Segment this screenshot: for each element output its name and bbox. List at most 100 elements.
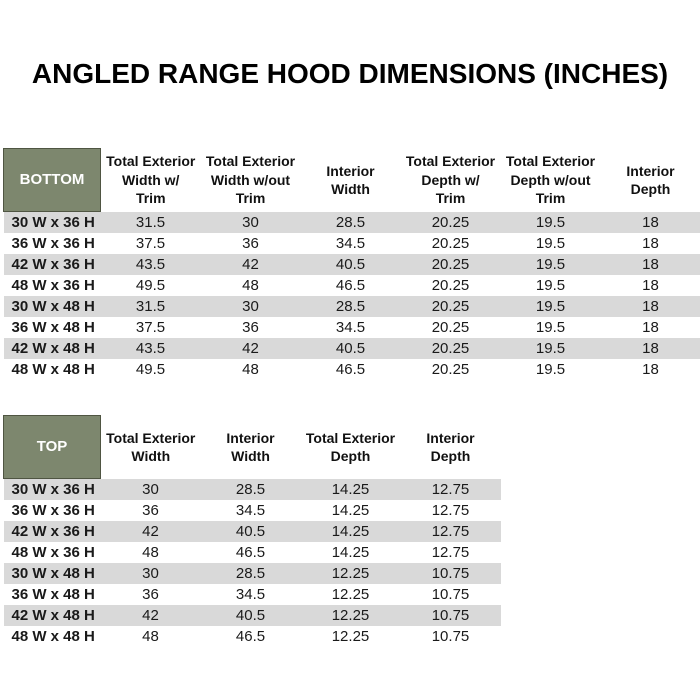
dimension-value: 31.5 bbox=[135, 213, 166, 231]
dimension-value: 46.5 bbox=[235, 628, 266, 645]
dimension-value: 34.5 bbox=[335, 319, 366, 336]
row-size-label: 30 W x 36 H bbox=[11, 214, 95, 231]
dimension-value: 18 bbox=[642, 277, 659, 294]
dimension-value: 10.75 bbox=[431, 565, 470, 582]
table-row: 36 W x 36 H 37.5 36 34.5 20.25 19.5 18 bbox=[4, 233, 700, 254]
dimension-value: 14.25 bbox=[331, 480, 370, 498]
table-row: 48 W x 48 H 48 46.5 12.25 10.75 bbox=[4, 626, 501, 647]
table-row: 42 W x 36 H 42 40.5 14.25 12.75 bbox=[3, 521, 501, 542]
dimension-value: 19.5 bbox=[535, 319, 566, 336]
dimension-value: 19.5 bbox=[535, 277, 566, 294]
dimension-value: 19.5 bbox=[535, 340, 566, 357]
dimension-value: 34.5 bbox=[235, 502, 266, 519]
bottom-corner-label: BOTTOM bbox=[3, 148, 101, 212]
bottom-table-body: 30 W x 36 H 31.5 30 28.5 20.25 19.5 18 36 W x 3… bbox=[3, 211, 700, 381]
dimension-value: 10.75 bbox=[431, 607, 470, 624]
dimension-value: 31.5 bbox=[135, 298, 166, 315]
dimension-value: 12.75 bbox=[431, 502, 470, 519]
row-size-label: 36 W x 36 H bbox=[11, 502, 95, 519]
dimension-value: 43.5 bbox=[135, 256, 166, 273]
dimension-value: 14.25 bbox=[331, 502, 370, 519]
dimension-value: 30 bbox=[242, 298, 259, 315]
row-size-label: 36 W x 48 H bbox=[11, 319, 95, 336]
dimension-value: 34.5 bbox=[335, 235, 366, 252]
top-table-header: TOP Total Exterior Width Interior Width … bbox=[3, 415, 501, 479]
bottom-dimensions-table: BOTTOM Total Exterior Width w/ Trim Tota… bbox=[3, 148, 700, 380]
dimension-value: 20.25 bbox=[431, 298, 470, 315]
dimension-value: 36 bbox=[142, 586, 159, 603]
dimension-value: 49.5 bbox=[135, 361, 166, 378]
dimension-value: 12.75 bbox=[431, 544, 470, 561]
table-row: 36 W x 48 H 36 34.5 12.25 10.75 bbox=[4, 584, 501, 605]
table-row: 42 W x 36 H 43.5 42 40.5 20.25 19.5 18 bbox=[3, 254, 700, 275]
dimension-value: 48 bbox=[242, 361, 259, 378]
table-row: 42 W x 48 H 42 40.5 12.25 10.75 bbox=[3, 605, 501, 626]
dimension-value: 43.5 bbox=[135, 340, 166, 357]
dimension-value: 40.5 bbox=[235, 523, 266, 540]
dimension-value: 18 bbox=[642, 340, 659, 357]
dimension-value: 18 bbox=[642, 361, 659, 378]
dimension-value: 14.25 bbox=[331, 544, 370, 561]
row-size-label: 42 W x 48 H bbox=[11, 607, 95, 624]
dimension-value: 20.25 bbox=[431, 235, 470, 252]
table-row: 48 W x 36 H 48 46.5 14.25 12.75 bbox=[4, 542, 501, 563]
dimension-value: 12.25 bbox=[331, 586, 370, 603]
dimension-value: 20.25 bbox=[431, 319, 470, 336]
dimension-value: 18 bbox=[642, 319, 659, 336]
dimension-value: 49.5 bbox=[135, 277, 166, 294]
dimension-value: 18 bbox=[642, 235, 659, 252]
table-row: 36 W x 48 H 37.5 36 34.5 20.25 19.5 18 bbox=[4, 317, 700, 338]
dimension-value: 37.5 bbox=[135, 235, 166, 252]
dimension-value: 46.5 bbox=[335, 361, 366, 378]
table-row: 30 W x 36 H 31.5 30 28.5 20.25 19.5 18 bbox=[3, 211, 700, 233]
col-header-interior-depth: Interior Depth bbox=[600, 148, 700, 212]
row-size-label: 48 W x 36 H bbox=[11, 277, 95, 294]
dimension-value: 10.75 bbox=[431, 586, 470, 603]
dimension-value: 42 bbox=[242, 256, 259, 273]
col-header-ext-depth-trim: Total Exterior Depth w/ Trim bbox=[400, 148, 501, 212]
row-size-label: 42 W x 36 H bbox=[11, 256, 95, 273]
row-size-label: 42 W x 48 H bbox=[11, 340, 95, 357]
row-size-label: 48 W x 48 H bbox=[11, 361, 95, 378]
dimension-value: 46.5 bbox=[335, 277, 366, 294]
table-row: 30 W x 48 H 31.5 30 28.5 20.25 19.5 18 bbox=[3, 296, 700, 317]
dimension-value: 36 bbox=[142, 502, 159, 519]
dimension-value: 20.25 bbox=[431, 213, 470, 231]
dimension-value: 28.5 bbox=[235, 565, 266, 582]
dimension-value: 18 bbox=[642, 298, 659, 315]
dimension-value: 12.25 bbox=[331, 628, 370, 645]
row-size-label: 48 W x 36 H bbox=[11, 544, 95, 561]
row-size-label: 48 W x 48 H bbox=[11, 628, 95, 645]
dimension-value: 12.75 bbox=[431, 480, 470, 498]
dimension-value: 42 bbox=[142, 523, 159, 540]
dimension-value: 28.5 bbox=[335, 298, 366, 315]
dimension-value: 30 bbox=[142, 480, 159, 498]
dimension-value: 48 bbox=[142, 544, 159, 561]
dimension-value: 36 bbox=[242, 319, 259, 336]
dimension-value: 20.25 bbox=[431, 340, 470, 357]
col-header-interior-width: Interior Width bbox=[200, 415, 301, 479]
dimension-value: 48 bbox=[142, 628, 159, 645]
dimension-value: 46.5 bbox=[235, 544, 266, 561]
page-title: ANGLED RANGE HOOD DIMENSIONS (INCHES) bbox=[31, 58, 669, 89]
dimension-value: 48 bbox=[242, 277, 259, 294]
dimension-value: 40.5 bbox=[335, 256, 366, 273]
dimension-value: 19.5 bbox=[535, 213, 566, 231]
col-header-ext-depth-no-trim: Total Exterior Depth w/out Trim bbox=[500, 148, 601, 212]
dimension-value: 20.25 bbox=[431, 277, 470, 294]
dimension-value: 19.5 bbox=[535, 361, 566, 378]
dimension-value: 12.25 bbox=[331, 565, 370, 582]
bottom-header-row: BOTTOM Total Exterior Width w/ Trim Tota… bbox=[3, 148, 700, 212]
dimension-value: 42 bbox=[142, 607, 159, 624]
top-dimensions-table: TOP Total Exterior Width Interior Width … bbox=[3, 415, 501, 647]
dimension-value: 14.25 bbox=[331, 523, 370, 540]
dimension-value: 36 bbox=[242, 235, 259, 252]
col-header-ext-width-trim: Total Exterior Width w/ Trim bbox=[100, 148, 201, 212]
bottom-table-header: BOTTOM Total Exterior Width w/ Trim Tota… bbox=[3, 148, 700, 212]
dimension-value: 28.5 bbox=[335, 213, 366, 231]
dimension-value: 37.5 bbox=[135, 319, 166, 336]
dimension-value: 40.5 bbox=[235, 607, 266, 624]
dimension-value: 19.5 bbox=[535, 298, 566, 315]
top-header-row: TOP Total Exterior Width Interior Width … bbox=[3, 415, 501, 479]
col-header-interior-depth: Interior Depth bbox=[400, 415, 501, 479]
